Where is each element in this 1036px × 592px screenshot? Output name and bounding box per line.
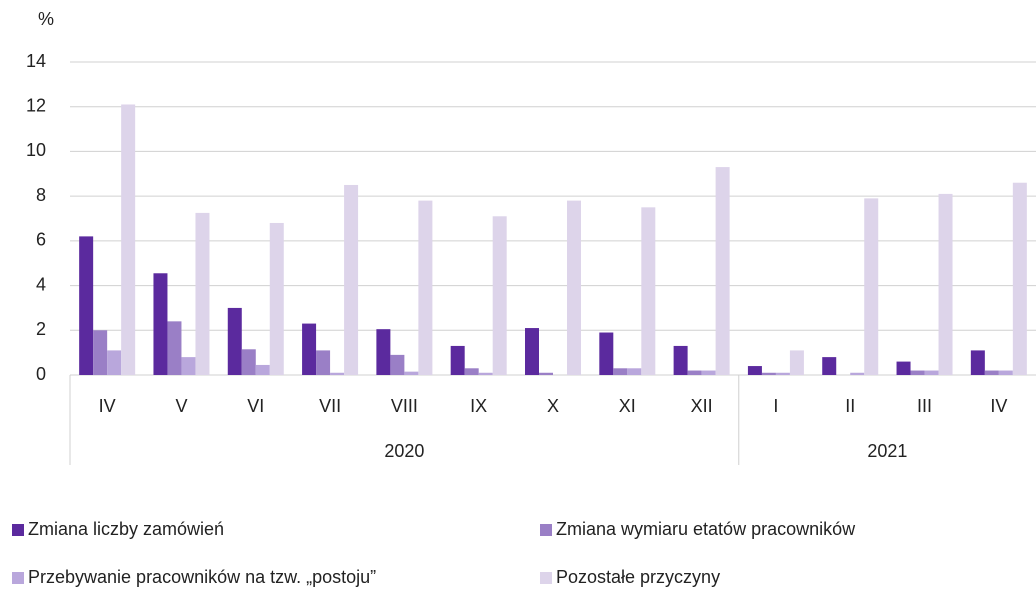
legend-swatch (12, 524, 24, 536)
bar (478, 372, 493, 375)
bar (641, 207, 656, 375)
bar (107, 350, 122, 375)
y-axis-label: % (38, 9, 54, 29)
y-tick-label: 4 (36, 274, 46, 294)
bar (822, 357, 837, 375)
bar (701, 370, 716, 375)
y-tick-label: 0 (36, 364, 46, 384)
x-tick-label: XI (619, 396, 636, 416)
bar (715, 167, 730, 375)
legend-swatch (12, 572, 24, 584)
bar (181, 357, 196, 375)
bar (376, 329, 391, 375)
bar (330, 372, 345, 375)
bar (789, 350, 804, 375)
x-tick-label: XII (691, 396, 713, 416)
bar (938, 193, 953, 375)
bar (970, 350, 985, 375)
bar (864, 198, 879, 375)
y-tick-label: 2 (36, 319, 46, 339)
legend-swatch (540, 524, 552, 536)
legend-swatch (540, 572, 552, 584)
legend-label: Zmiana liczby zamówień (28, 519, 224, 539)
bar (775, 372, 790, 375)
bar (613, 368, 628, 375)
bar (302, 323, 317, 375)
bar (269, 222, 284, 375)
bar (910, 370, 925, 375)
x-tick-label: X (547, 396, 559, 416)
bar (153, 273, 168, 375)
bar (673, 345, 688, 375)
bar (121, 104, 136, 375)
bar (687, 370, 702, 375)
x-tick-label: VII (319, 396, 341, 416)
bar (850, 372, 865, 375)
x-tick-label: IV (99, 396, 116, 416)
y-tick-label: 12 (26, 95, 46, 115)
group-label: 2021 (867, 441, 907, 461)
bar (599, 332, 614, 375)
bar (79, 236, 94, 375)
bar (984, 370, 999, 375)
x-tick-label: III (917, 396, 932, 416)
bar (316, 350, 331, 375)
bar (390, 354, 405, 375)
bar (539, 372, 553, 375)
bar (567, 200, 581, 375)
bar (255, 364, 270, 375)
bar (998, 370, 1013, 375)
bar (525, 328, 539, 375)
bar (896, 361, 911, 375)
x-tick-label: VIII (391, 396, 418, 416)
y-tick-label: 6 (36, 230, 46, 250)
x-tick-label: VI (247, 396, 264, 416)
bar (418, 200, 433, 375)
bar (492, 216, 507, 375)
bar (924, 370, 939, 375)
legend-label: Zmiana wymiaru etatów pracowników (556, 519, 856, 539)
y-tick-label: 8 (36, 185, 46, 205)
bar (1012, 182, 1027, 375)
x-tick-label: II (845, 396, 855, 416)
x-tick-label: V (175, 396, 187, 416)
bar (464, 368, 479, 375)
x-tick-label: IV (990, 396, 1007, 416)
y-tick-label: 10 (26, 140, 46, 160)
bar (747, 366, 762, 375)
bar (227, 307, 242, 375)
bar (241, 349, 256, 375)
x-tick-label: I (773, 396, 778, 416)
group-label: 2020 (384, 441, 424, 461)
bar (93, 330, 108, 375)
bar (344, 184, 359, 375)
bar (167, 321, 182, 375)
y-tick-label: 14 (26, 51, 46, 71)
bar (450, 345, 465, 375)
bar (195, 212, 210, 375)
legend-label: Przebywanie pracowników na tzw. „postoju… (28, 567, 376, 587)
bar (627, 368, 642, 375)
legend-label: Pozostałe przyczyny (556, 567, 720, 587)
x-tick-label: IX (470, 396, 487, 416)
bar (761, 372, 776, 375)
bar (404, 371, 419, 375)
